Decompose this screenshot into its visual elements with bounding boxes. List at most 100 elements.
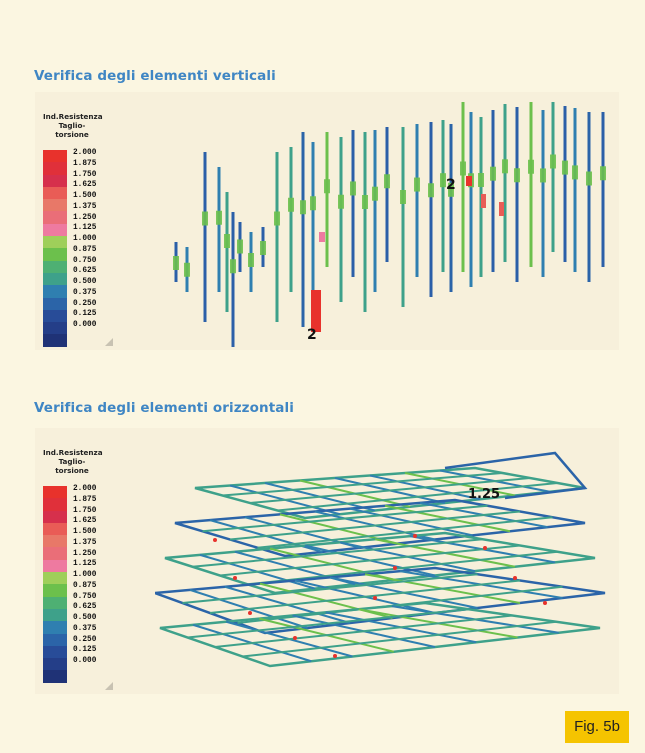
legend-horizontal: Ind.Resistenza Taglio-torsione 2.000 1.87… xyxy=(43,448,103,683)
column-segment xyxy=(502,159,508,174)
critical-node xyxy=(543,601,547,605)
legend-value: 1.750 xyxy=(73,506,97,515)
critical-element xyxy=(466,176,472,186)
legend-swatch xyxy=(43,645,67,659)
beam-element xyxy=(219,544,521,577)
beam-element xyxy=(222,472,503,497)
legend-swatch xyxy=(43,559,67,573)
beam-element xyxy=(277,482,558,512)
critical-element xyxy=(311,290,321,332)
critical-node xyxy=(233,576,237,580)
beam-element xyxy=(202,504,488,533)
horizontal-elements-view: 1.25 xyxy=(155,451,606,668)
column-segment xyxy=(514,168,520,183)
legend-swatch xyxy=(43,199,67,212)
beam-element xyxy=(209,579,521,614)
legend-swatch xyxy=(43,223,67,237)
legend-value: 2.000 xyxy=(73,485,97,493)
column-segment xyxy=(540,168,546,183)
column-segment xyxy=(600,166,606,181)
column-segment xyxy=(562,160,568,175)
legend-swatch xyxy=(43,248,67,261)
legend-value: 0.250 xyxy=(73,635,97,644)
legend-value: 0.500 xyxy=(73,278,97,286)
legend-swatch xyxy=(43,174,67,187)
legend-swatch xyxy=(43,211,67,224)
legend-swatch xyxy=(43,572,67,585)
column-segment xyxy=(324,179,330,194)
legend-value: 0.125 xyxy=(73,646,97,655)
critical-node xyxy=(293,636,297,640)
legend-swatch xyxy=(43,596,67,609)
critical-node xyxy=(213,538,217,542)
column-segment xyxy=(490,166,496,181)
legend-swatch xyxy=(43,236,67,249)
legend-value: 0.500 xyxy=(73,614,97,622)
legend-swatch xyxy=(43,260,67,273)
critical-node xyxy=(483,546,487,550)
column-segment xyxy=(202,211,208,226)
beam-element xyxy=(249,477,531,504)
legend-labels: 2.000 1.875 1.750 1.625 1.500 1.375 1.250 1.125… xyxy=(73,148,96,331)
figure-label: Fig. 5b xyxy=(565,711,629,743)
legend-swatch xyxy=(43,272,67,286)
legend-value: 0.000 xyxy=(73,657,97,665)
panel-vertical: Ind.Resistenza Taglio-torsione 2.000 1.87… xyxy=(35,92,619,350)
legend-value: 0.750 xyxy=(73,592,97,601)
legend-value: 1.000 xyxy=(73,235,97,243)
column-segment xyxy=(550,154,556,169)
resize-grip-icon[interactable] xyxy=(105,338,113,346)
beam-element xyxy=(229,510,521,541)
legend-swatch xyxy=(43,309,67,323)
column-segment xyxy=(310,196,316,211)
column-segment xyxy=(478,173,484,187)
critical-node xyxy=(393,566,397,570)
column-segment xyxy=(428,183,434,198)
resize-grip-icon[interactable] xyxy=(105,682,113,690)
column-segment xyxy=(350,181,356,196)
legend-title: Ind.Resistenza Taglio-torsione xyxy=(43,448,103,475)
legend-swatch xyxy=(43,633,67,646)
legend-value: 0.875 xyxy=(73,245,97,254)
heading-horizontal: Verifica degli elementi orizzontali xyxy=(34,400,294,416)
column-segment xyxy=(338,194,344,209)
legend-value: 2.000 xyxy=(73,149,97,157)
column-segment xyxy=(260,241,266,255)
legend-swatch xyxy=(43,608,67,622)
column-segment xyxy=(173,256,179,270)
beam-element xyxy=(192,538,483,568)
legend-value: 1.250 xyxy=(73,213,97,222)
column-segment xyxy=(448,182,454,197)
legend-swatch xyxy=(43,162,67,175)
critical-node xyxy=(373,596,377,600)
legend-swatch xyxy=(43,322,67,335)
floor-frame xyxy=(155,566,606,635)
column-segment xyxy=(237,239,243,254)
legend-title: Ind.Resistenza Taglio-torsione xyxy=(43,112,103,139)
legend-value: 1.500 xyxy=(73,192,97,200)
legend-value: 0.625 xyxy=(73,603,97,612)
legend-value: 0.125 xyxy=(73,310,97,319)
column-segment xyxy=(224,234,230,248)
column-segment xyxy=(528,159,534,174)
vertical-elements-view: 2 2 xyxy=(173,102,606,347)
legend-swatch xyxy=(43,285,67,298)
legend-swatch xyxy=(43,186,67,200)
annotation-label: 2 xyxy=(307,327,317,343)
column-segment xyxy=(362,195,368,209)
column-segment xyxy=(440,173,446,188)
legend-swatch xyxy=(43,670,67,683)
legend-value: 1.625 xyxy=(73,517,97,526)
beam-element xyxy=(214,614,513,648)
panel-horizontal: Ind.Resistenza Taglio-torsione 2.000 1.87… xyxy=(35,428,619,694)
critical-element xyxy=(499,202,504,216)
beam-element xyxy=(247,550,558,586)
column-segment xyxy=(460,161,466,176)
beam-element xyxy=(187,608,469,639)
critical-node xyxy=(333,654,337,658)
legend-value: 1.750 xyxy=(73,170,97,179)
critical-node xyxy=(513,576,517,580)
legend-swatch xyxy=(43,510,67,523)
annotation-label: 1.25 xyxy=(468,487,500,502)
legend-value: 0.250 xyxy=(73,299,97,308)
